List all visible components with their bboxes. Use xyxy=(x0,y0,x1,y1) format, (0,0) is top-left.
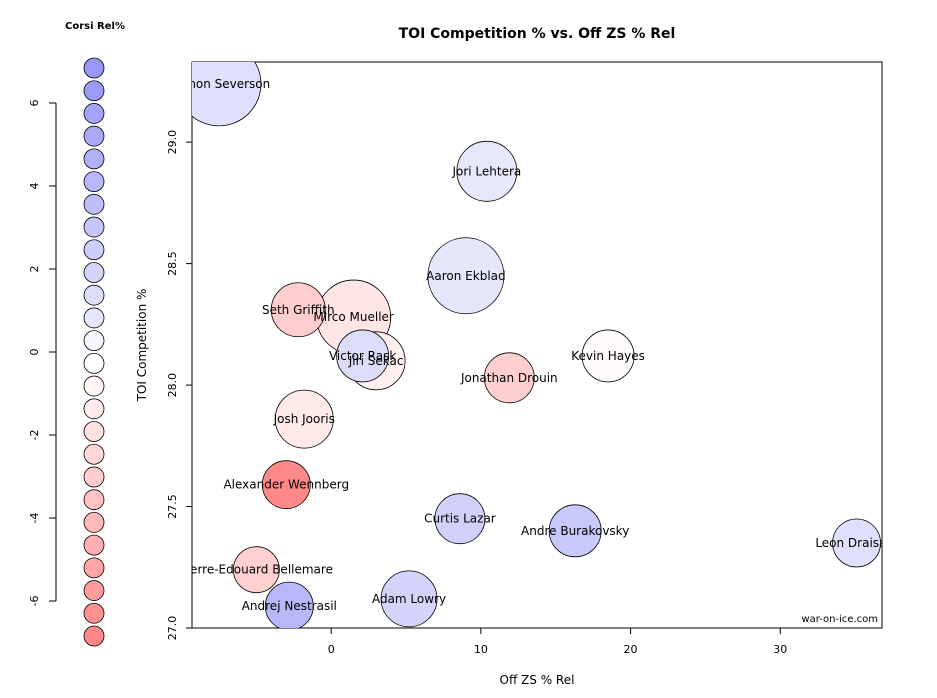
legend-swatch xyxy=(83,489,105,511)
legend-tick-label: 6 xyxy=(28,100,41,107)
legend-title: Corsi Rel% xyxy=(65,21,125,32)
legend-swatch xyxy=(83,625,105,647)
point-label: Aaron Ekblad xyxy=(426,269,505,283)
legend-swatch xyxy=(83,216,105,238)
legend-swatch xyxy=(83,193,105,215)
legend-tick-label: 0 xyxy=(28,349,41,356)
legend-tick-label: 2 xyxy=(28,266,41,273)
legend-swatch xyxy=(83,284,105,306)
point-bubble xyxy=(581,329,635,383)
legend-swatch xyxy=(83,534,105,556)
point-label: Andre Burakovsky xyxy=(521,524,629,538)
point-bubble xyxy=(264,581,314,628)
legend-swatch xyxy=(83,330,105,352)
point-bubble xyxy=(427,237,505,315)
x-tick-label: 30 xyxy=(773,643,787,656)
point-label: Seth Griffith xyxy=(262,303,335,317)
legend: Corsi Rel% 6 4 2 0 -2 -4 -6 xyxy=(28,21,125,647)
legend-tick-label: -6 xyxy=(28,596,41,607)
point-bubble xyxy=(434,493,486,545)
y-tick-label: 27.0 xyxy=(166,616,179,641)
legend-swatch xyxy=(83,352,105,374)
point-bubble xyxy=(548,504,602,558)
point-bubble xyxy=(274,389,334,449)
point-bubble xyxy=(336,329,390,383)
x-axis: 0 10 20 30 xyxy=(328,628,787,656)
legend-tick-label: -4 xyxy=(28,513,41,524)
point-label: Leon Draisaitl xyxy=(815,536,897,550)
point-label: Pierre-Edouard Bellemare xyxy=(180,563,333,577)
point-bubble xyxy=(456,140,518,202)
legend-swatch xyxy=(83,421,105,442)
point-label: Jiri Sekac xyxy=(348,354,404,368)
point-label: Jonathan Drouin xyxy=(460,371,558,385)
legend-swatch xyxy=(83,307,105,329)
legend-swatch xyxy=(83,512,105,533)
point-label: Curtis Lazar xyxy=(424,512,496,526)
legend-swatch xyxy=(83,443,105,465)
legend-swatch xyxy=(83,103,105,124)
point-label: Adam Lowry xyxy=(372,592,446,606)
legend-swatch xyxy=(83,171,105,193)
legend-tick-label: -2 xyxy=(28,430,41,441)
y-tick-label: 27.5 xyxy=(166,494,179,519)
legend-swatch xyxy=(83,580,105,601)
y-axis-label: TOI Competition % xyxy=(135,289,149,403)
point-label: Damon Severson xyxy=(168,77,271,91)
y-axis: 27.0 27.5 28.0 28.5 29.0 xyxy=(166,130,192,640)
data-points: Damon Severson Jori Lehtera Aaron Ekblad Se… xyxy=(168,62,897,628)
legend-swatch xyxy=(83,57,105,79)
point-bubble xyxy=(261,460,311,510)
point-label: Jori Lehtera xyxy=(451,164,521,178)
point-label: Victor Rask xyxy=(329,349,396,363)
legend-swatch xyxy=(83,239,105,261)
legend-swatches xyxy=(83,57,105,647)
x-axis-label: Off ZS % Rel xyxy=(500,673,575,687)
y-tick-label: 29.0 xyxy=(166,130,179,155)
legend-swatch xyxy=(83,148,105,170)
point-bubble xyxy=(832,518,881,568)
y-tick-label: 28.5 xyxy=(166,251,179,276)
legend-swatch xyxy=(83,602,105,624)
chart-title: TOI Competition % vs. Off ZS % Rel xyxy=(399,26,676,42)
point-label: Kevin Hayes xyxy=(571,349,645,363)
point-bubble xyxy=(270,282,326,338)
x-tick-label: 0 xyxy=(328,643,335,656)
plot-frame xyxy=(191,61,883,629)
y-tick-label: 28.0 xyxy=(166,373,179,398)
point-bubble xyxy=(192,62,262,127)
legend-swatch xyxy=(83,80,105,102)
legend-swatch xyxy=(83,262,105,283)
legend-swatch xyxy=(83,398,105,420)
point-bubble xyxy=(232,546,280,594)
legend-swatch xyxy=(83,557,105,579)
point-bubble xyxy=(380,570,438,628)
point-label: Mirco Mueller xyxy=(313,310,394,324)
point-bubble xyxy=(483,352,535,404)
point-label: Alexander Wennberg xyxy=(223,478,349,492)
legend-tick-label: 4 xyxy=(28,183,41,190)
x-tick-label: 20 xyxy=(624,643,638,656)
legend-ticks: 6 4 2 0 -2 -4 -6 xyxy=(28,100,56,607)
legend-swatch xyxy=(83,375,105,397)
x-tick-label: 10 xyxy=(474,643,488,656)
watermark: war-on-ice.com xyxy=(801,614,878,625)
legend-swatch xyxy=(83,125,105,147)
point-label: Andrej Nestrasil xyxy=(242,599,337,613)
point-label: Josh Jooris xyxy=(273,412,335,426)
legend-swatch xyxy=(83,466,105,488)
